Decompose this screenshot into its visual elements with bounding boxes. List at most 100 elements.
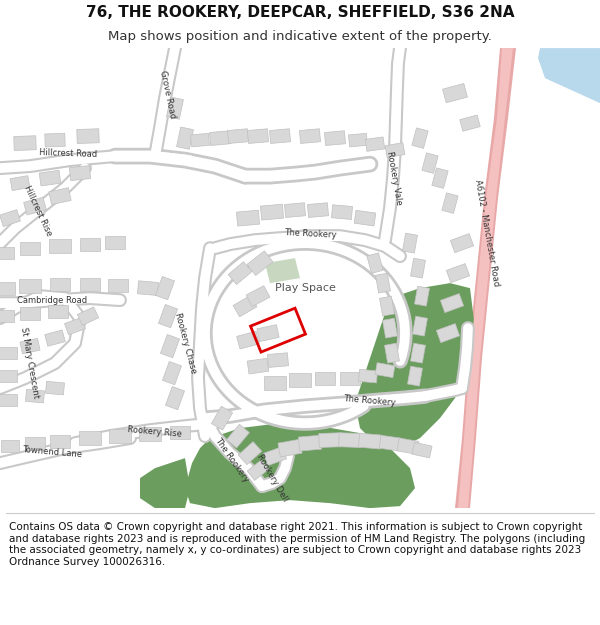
Text: Rookery Dell: Rookery Dell [255, 453, 289, 503]
Bar [284, 202, 305, 217]
Bar [319, 432, 341, 447]
Bar [358, 433, 382, 449]
Text: Hillcrest Rise: Hillcrest Rise [22, 184, 53, 238]
Bar [375, 362, 395, 378]
Bar [412, 442, 432, 458]
Bar [376, 273, 391, 293]
Bar [257, 325, 279, 341]
Bar [263, 447, 287, 466]
Bar [339, 432, 361, 447]
Bar [108, 279, 128, 292]
Bar [227, 424, 250, 448]
Text: St Mary Crescent: St Mary Crescent [19, 327, 41, 399]
Bar [365, 137, 385, 151]
Bar [64, 318, 86, 335]
Bar [109, 429, 131, 443]
Bar [260, 204, 284, 220]
Bar [10, 176, 30, 191]
Bar [410, 343, 425, 363]
Bar [299, 129, 320, 144]
Bar [77, 129, 99, 144]
Bar [46, 381, 64, 395]
Bar [247, 358, 269, 374]
Bar [228, 262, 252, 284]
Polygon shape [458, 48, 513, 508]
Bar [20, 242, 40, 254]
Bar [211, 406, 233, 430]
Text: Map shows position and indicative extent of the property.: Map shows position and indicative extent… [108, 29, 492, 42]
Bar [25, 437, 45, 449]
Polygon shape [355, 283, 475, 448]
Bar [77, 307, 98, 326]
Bar [236, 210, 260, 226]
Bar [446, 264, 470, 282]
Bar [209, 131, 230, 146]
Bar [236, 331, 259, 349]
Bar [298, 435, 322, 451]
Bar [331, 205, 353, 219]
Bar [315, 372, 335, 384]
Bar [49, 188, 71, 204]
Bar [163, 361, 182, 385]
Bar [23, 198, 46, 215]
Bar [238, 442, 262, 464]
Bar [269, 129, 290, 144]
Bar [0, 282, 15, 294]
Bar [50, 434, 70, 447]
Polygon shape [265, 258, 300, 283]
Bar [380, 296, 394, 316]
Bar [407, 366, 422, 386]
Bar [0, 394, 17, 406]
Text: Rookery Vale: Rookery Vale [385, 151, 403, 206]
Bar [451, 234, 473, 253]
Bar [45, 330, 65, 346]
Bar [158, 304, 178, 328]
Polygon shape [455, 48, 516, 508]
Bar [289, 373, 311, 387]
Bar [422, 153, 438, 173]
Text: Grove Road: Grove Road [158, 69, 178, 119]
Bar [383, 318, 397, 338]
Bar [233, 296, 257, 317]
Bar [45, 133, 65, 147]
Bar [1, 440, 19, 452]
Bar [39, 170, 61, 186]
Text: Hillcrest Road: Hillcrest Road [39, 148, 97, 159]
Bar [367, 253, 383, 273]
Bar [70, 166, 91, 181]
Bar [20, 307, 40, 319]
Bar [227, 129, 248, 144]
Text: Townend Lane: Townend Lane [22, 445, 82, 459]
Bar [139, 427, 161, 441]
Text: Rookery Chase: Rookery Chase [173, 312, 197, 374]
Bar [460, 115, 480, 131]
Bar [359, 369, 377, 383]
Bar [440, 294, 464, 312]
Bar [48, 304, 68, 318]
Bar [0, 347, 17, 359]
Bar [251, 308, 305, 352]
Bar [443, 84, 467, 102]
Bar [264, 376, 286, 390]
Text: Contains OS data © Crown copyright and database right 2021. This information is : Contains OS data © Crown copyright and d… [9, 522, 585, 567]
Bar [80, 238, 100, 251]
Bar [307, 202, 329, 217]
Bar [415, 286, 430, 306]
Bar [379, 435, 401, 451]
Bar [160, 334, 179, 357]
Bar [412, 128, 428, 148]
Text: 76, THE ROOKERY, DEEPCAR, SHEFFIELD, S36 2NA: 76, THE ROOKERY, DEEPCAR, SHEFFIELD, S36… [86, 4, 514, 19]
Bar [413, 316, 427, 336]
Bar [19, 279, 41, 293]
Text: A6102 - Manchester Road: A6102 - Manchester Road [473, 179, 501, 288]
Bar [340, 372, 360, 384]
Text: Play Space: Play Space [275, 283, 335, 293]
Bar [0, 370, 17, 382]
Bar [397, 438, 419, 454]
Bar [137, 281, 158, 296]
Bar [50, 278, 70, 291]
Bar [26, 389, 44, 403]
Bar [268, 352, 289, 367]
Bar [191, 133, 209, 147]
Bar [325, 131, 346, 146]
